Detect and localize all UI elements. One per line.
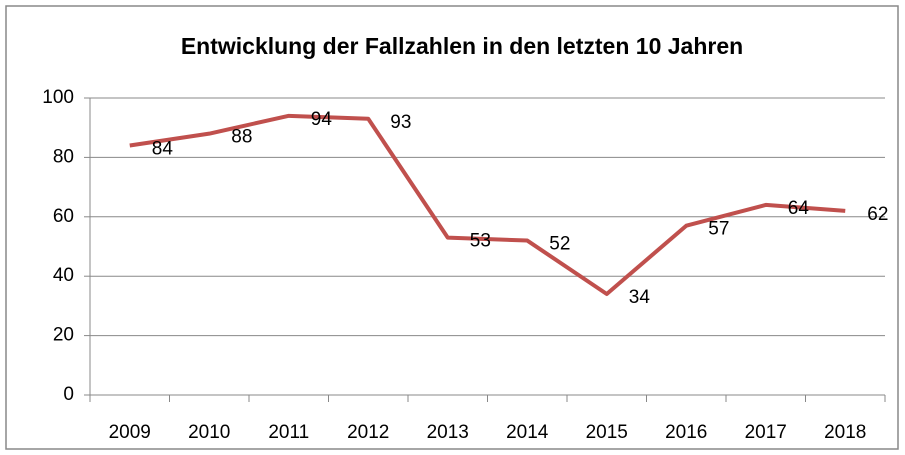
y-tick-label: 80	[53, 146, 74, 167]
x-tick-label: 2012	[347, 422, 389, 443]
y-tick-label: 20	[53, 325, 74, 346]
data-label: 88	[231, 127, 252, 148]
x-tick-label: 2014	[506, 422, 549, 443]
data-label: 53	[470, 231, 491, 252]
x-tick-label: 2009	[109, 422, 151, 443]
data-label: 94	[311, 109, 333, 130]
data-label: 52	[549, 234, 570, 255]
x-tick-label: 2011	[268, 422, 309, 443]
data-label: 57	[708, 219, 729, 240]
data-label: 93	[390, 112, 411, 133]
y-tick-label: 40	[53, 265, 74, 286]
data-line	[129, 113, 846, 297]
y-tick-label: 100	[42, 87, 74, 108]
data-label: 62	[867, 204, 888, 225]
x-tick-label: 2010	[188, 422, 230, 443]
chart-border	[5, 5, 899, 450]
y-tick-label: 60	[53, 206, 74, 227]
chart-title: Entwicklung der Fallzahlen in den letzte…	[181, 33, 743, 59]
x-tick-label: 2018	[824, 422, 866, 443]
y-tick-label: 0	[63, 384, 74, 405]
data-label: 34	[629, 287, 651, 308]
data-label: 64	[788, 198, 810, 219]
x-tick-label: 2017	[745, 422, 787, 443]
x-tick-label: 2016	[665, 422, 707, 443]
x-tick-label: 2013	[427, 422, 469, 443]
data-label: 84	[152, 139, 174, 160]
x-tick-label: 2015	[586, 422, 628, 443]
